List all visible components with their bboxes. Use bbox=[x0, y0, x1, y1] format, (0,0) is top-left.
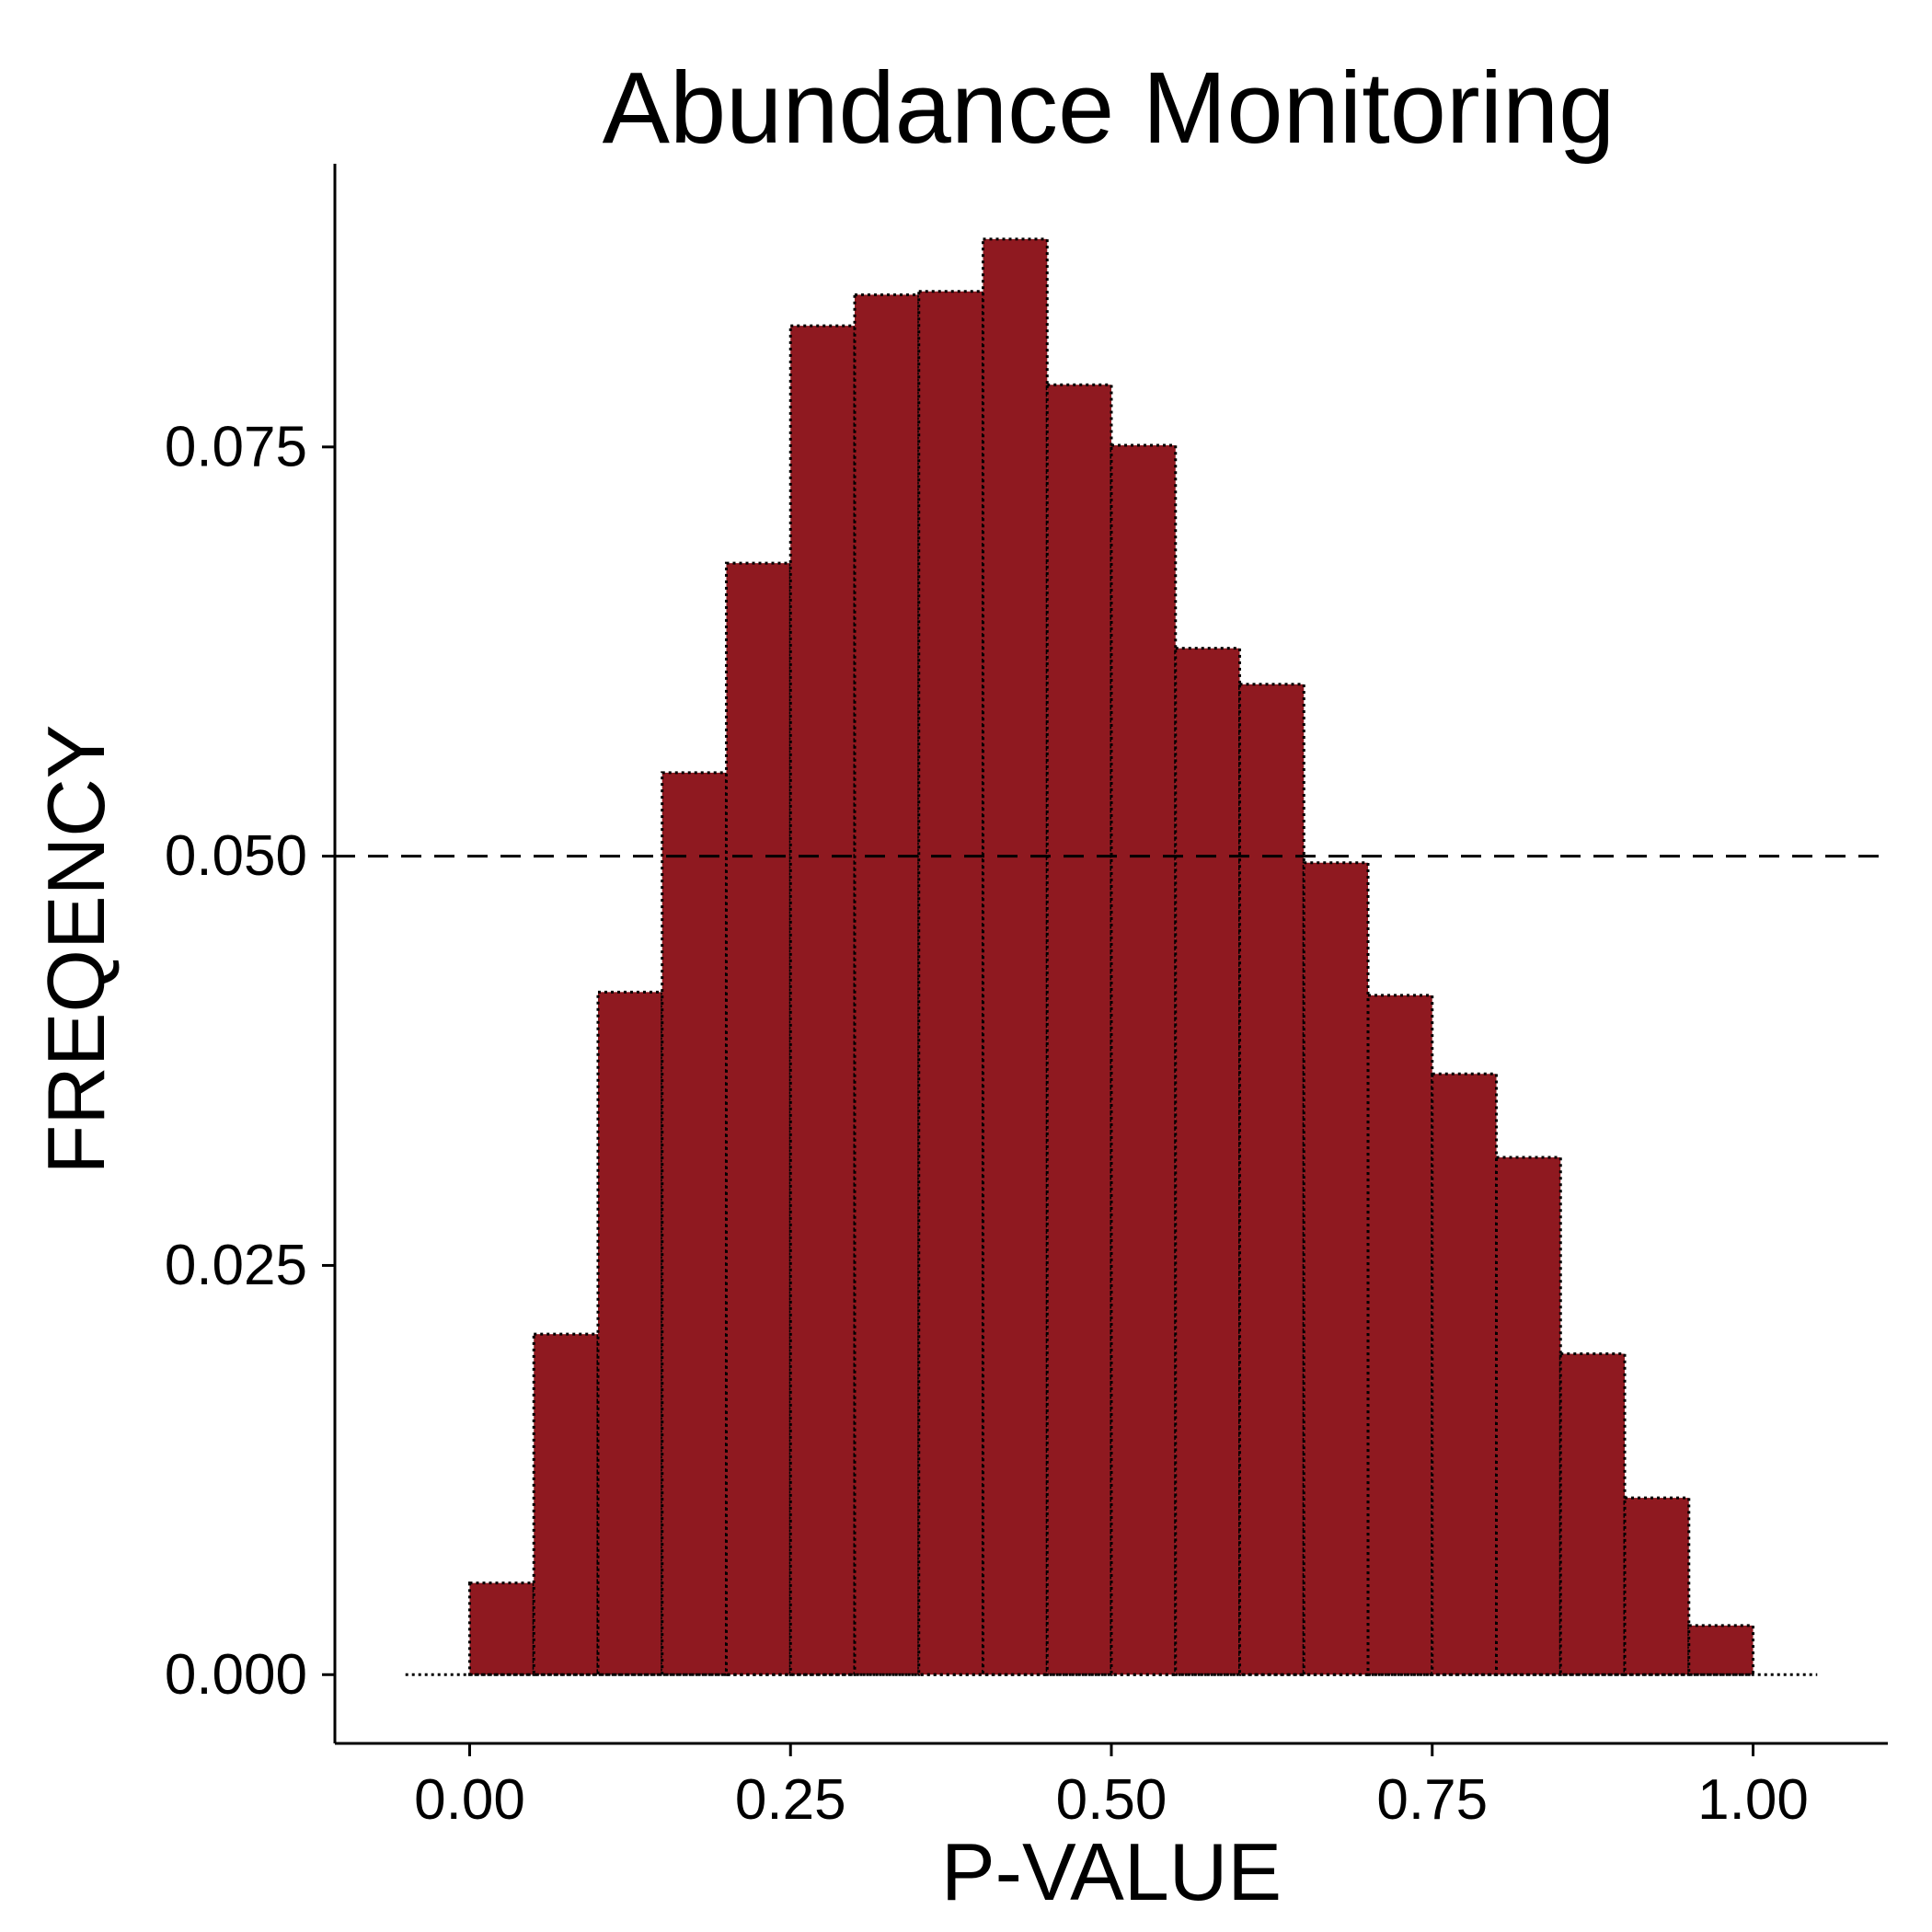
histogram-bar-3 bbox=[596, 990, 664, 1676]
chart-title: Abundance Monitoring bbox=[603, 52, 1616, 165]
histogram-bar-18 bbox=[1558, 1352, 1627, 1676]
histogram-bar-9 bbox=[981, 237, 1049, 1676]
histogram-bar-17 bbox=[1495, 1156, 1562, 1676]
histogram-bar-14 bbox=[1302, 861, 1370, 1676]
y-tick-label: 0.000 bbox=[165, 1643, 307, 1707]
histogram-bar-16 bbox=[1431, 1072, 1499, 1676]
histogram-bar-2 bbox=[532, 1332, 600, 1676]
y-tick-label: 0.050 bbox=[165, 824, 307, 888]
bars-layer bbox=[467, 237, 1755, 1676]
y-axis-title: FREQENCY bbox=[30, 725, 121, 1175]
histogram-bar-5 bbox=[724, 561, 792, 1676]
histogram-bar-20 bbox=[1687, 1624, 1755, 1676]
histogram-bar-19 bbox=[1623, 1496, 1691, 1676]
x-axis-title: P-VALUE bbox=[941, 1826, 1282, 1917]
x-tick-label: 0.75 bbox=[1376, 1768, 1488, 1832]
y-tick-label: 0.025 bbox=[165, 1234, 307, 1297]
x-tick-label: 0.00 bbox=[414, 1768, 525, 1832]
histogram-bar-15 bbox=[1366, 994, 1434, 1676]
y-ticks-layer: 0.000 0.025 0.050 0.075 bbox=[165, 415, 335, 1707]
histogram-bar-10 bbox=[1045, 383, 1113, 1676]
histogram-bar-7 bbox=[853, 293, 921, 1676]
y-tick-label: 0.075 bbox=[165, 415, 307, 478]
histogram-bar-1 bbox=[467, 1581, 535, 1676]
histogram-bar-6 bbox=[788, 324, 857, 1676]
histogram-bar-8 bbox=[917, 290, 984, 1676]
x-tick-label: 1.00 bbox=[1697, 1768, 1809, 1832]
histogram-bar-4 bbox=[661, 771, 728, 1676]
histogram-bar-12 bbox=[1174, 647, 1242, 1676]
x-ticks-layer: 0.00 0.25 0.50 0.75 1.00 bbox=[414, 1743, 1809, 1832]
x-tick-label: 0.50 bbox=[1056, 1768, 1167, 1832]
histogram-bar-13 bbox=[1238, 683, 1305, 1676]
x-tick-label: 0.25 bbox=[735, 1768, 846, 1832]
histogram-bar-11 bbox=[1110, 443, 1178, 1676]
